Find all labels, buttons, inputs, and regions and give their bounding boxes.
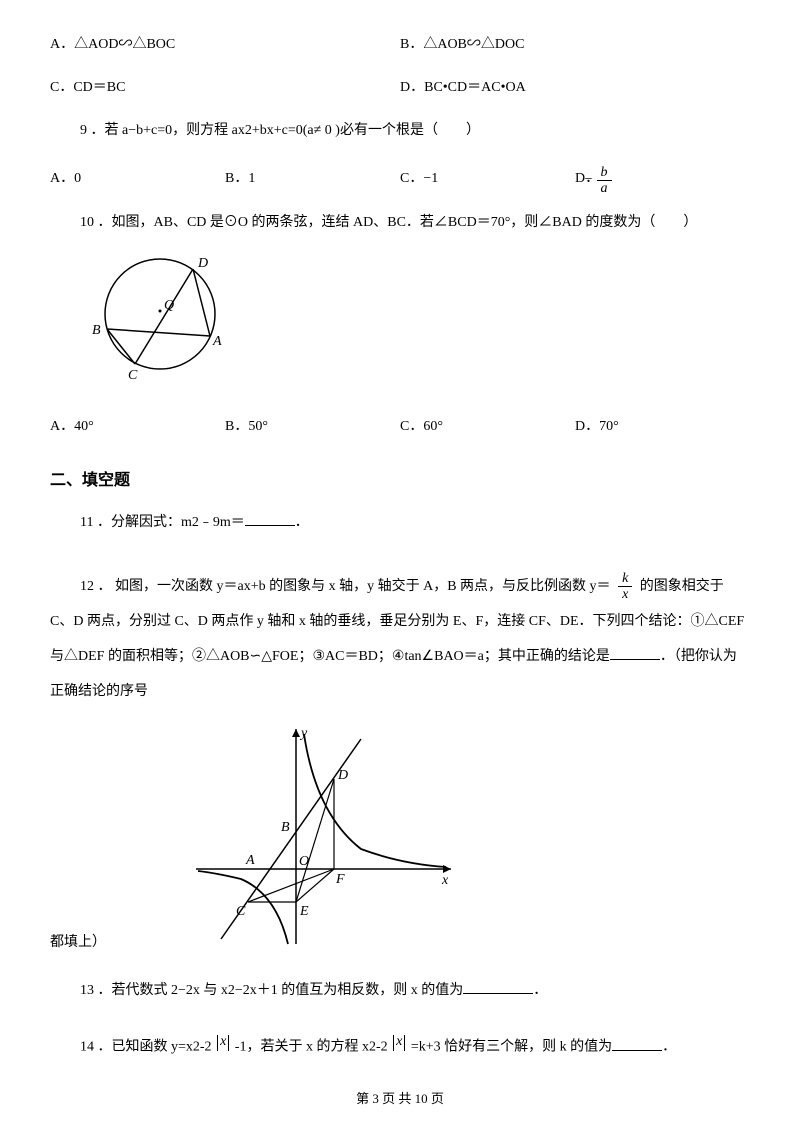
q12: 12 ． 如图，一次函数 y＝ax+b 的图象与 x 轴，y 轴交于 A，B 两… xyxy=(50,569,750,709)
svg-text:C: C xyxy=(128,368,138,383)
svg-text:D: D xyxy=(197,256,208,271)
q9-frac-den: a xyxy=(597,180,612,196)
q9-option-d: D． − b a xyxy=(575,164,750,196)
svg-text:B: B xyxy=(92,323,101,338)
svg-text:y: y xyxy=(299,726,308,741)
q10-option-d: D．70° xyxy=(575,412,750,443)
q14-abs2: x xyxy=(391,1027,407,1058)
q8-option-a: A．△AOD∽△BOC xyxy=(50,30,400,61)
q9-fraction: b a xyxy=(597,165,612,197)
q14: 14 ．已知函数 y=x2-2 x -1，若关于 x 的方程 x2-2 x =k… xyxy=(80,1027,750,1063)
q11-before: 11 ．分解因式：m2﹣9m＝ xyxy=(80,515,245,530)
q8-option-b: B．△AOB∽△DOC xyxy=(400,30,750,61)
svg-text:B: B xyxy=(281,820,290,835)
q9-options: A．0 B．1 C．−1 D． − b a xyxy=(50,164,750,196)
q12-l3-before: 的面积相等；②△AOB∽△FOE；③AC＝BD；④tan∠BAO＝a；其中正确的… xyxy=(108,649,610,664)
q14-p2: -1，若关于 x 的方程 x2-2 xyxy=(235,1040,388,1055)
q8-options-row1: A．△AOD∽△BOC B．△AOB∽△DOC xyxy=(50,30,750,61)
q9-neg: − xyxy=(585,165,593,196)
svg-text:D: D xyxy=(337,768,348,783)
q12-frac-num: k xyxy=(618,571,632,586)
q10-option-b: B．50° xyxy=(225,412,400,443)
q11-blank xyxy=(245,512,295,526)
q11-after: ． xyxy=(295,515,309,530)
svg-text:E: E xyxy=(299,904,309,919)
q8-option-d: D．BC•CD＝AC•OA xyxy=(400,73,750,104)
svg-text:x: x xyxy=(441,873,449,888)
q9-option-c: C．−1 xyxy=(400,164,575,196)
q14-abs1-val: x xyxy=(220,1027,226,1058)
section-2-title: 二、填空题 xyxy=(50,463,750,498)
q13: 13 ．若代数式 2−2x 与 x2−2x＋1 的值互为相反数，则 x 的值为 ． xyxy=(80,976,750,1007)
q11: 11 ．分解因式：m2﹣9m＝ ． xyxy=(80,508,750,539)
q14-p1: 14 ．已知函数 y=x2-2 xyxy=(80,1040,212,1055)
q9-option-b: B．1 xyxy=(225,164,400,196)
svg-text:Q: Q xyxy=(164,298,174,313)
q10-diagram: D Q B A C xyxy=(80,249,750,402)
q10-option-c: C．60° xyxy=(400,412,575,443)
q14-blank xyxy=(612,1037,662,1051)
q14-abs2-val: x xyxy=(396,1027,402,1058)
q8-options-row2: C．CD＝BC D．BC•CD＝AC•OA xyxy=(50,73,750,104)
q9-option-a: A．0 xyxy=(50,164,225,196)
q10-stem: 10 ．如图，AB、CD 是⊙O 的两条弦，连结 AD、BC．若∠BCD＝70°… xyxy=(80,208,750,239)
svg-text:A: A xyxy=(212,334,222,349)
q12-fraction: k x xyxy=(618,571,632,603)
page-footer: 第 3 页 共 10 页 xyxy=(0,1085,800,1114)
q10-options: A．40° B．50° C．60° D．70° xyxy=(50,412,750,443)
q13-after: ． xyxy=(533,983,547,998)
svg-text:C: C xyxy=(236,904,246,919)
q9-frac-num: b xyxy=(597,165,612,180)
svg-text:A: A xyxy=(245,853,255,868)
q13-blank xyxy=(463,980,533,994)
q14-abs1: x xyxy=(215,1027,231,1058)
q12-frac-den: x xyxy=(618,586,632,602)
q13-before: 13 ．若代数式 2−2x 与 x2−2x＋1 的值互为相反数，则 x 的值为 xyxy=(80,983,463,998)
q12-tail: 都填上） xyxy=(50,928,106,967)
q8-option-c: C．CD＝BC xyxy=(50,73,400,104)
q10-option-a: A．40° xyxy=(50,412,225,443)
q12-graph: y x D B A O F C E xyxy=(186,719,466,967)
q9-stem: 9 ．若 a−b+c=0，则方程 ax2+bx+c=0(a≠ 0 )必有一个根是… xyxy=(80,116,750,147)
q12-blank xyxy=(610,646,660,660)
svg-text:O: O xyxy=(299,854,309,869)
q12-diagram-row: 都填上） y x D B A xyxy=(50,719,750,967)
q12-l1-before: 12 ． 如图，一次函数 y＝ax+b 的图象与 x 轴，y 轴交于 A，B 两… xyxy=(80,579,611,594)
svg-text:F: F xyxy=(335,872,345,887)
q14-p3: =k+3 恰好有三个解，则 k 的值为 xyxy=(411,1040,612,1055)
q14-after: ． xyxy=(662,1040,676,1055)
